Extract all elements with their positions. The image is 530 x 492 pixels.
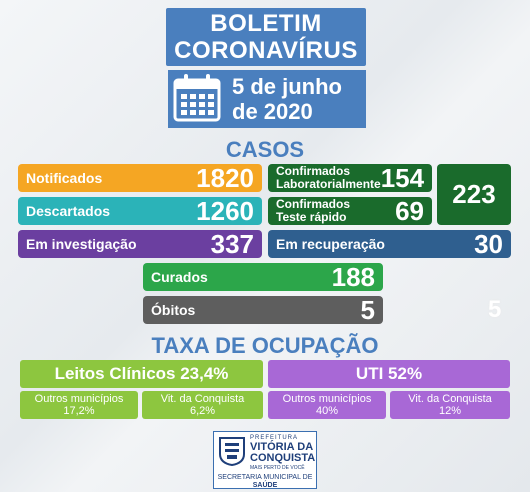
logo-city-line-1: VITÓRIA DA: [250, 441, 314, 453]
logo-slogan: MAIS PERTO DE VOCÊ: [250, 465, 305, 471]
investigacao-label: Em investigação: [26, 236, 137, 252]
leitos-vit-card: Vit. da Conquista 6,2%: [142, 391, 263, 419]
curados-value: 188: [331, 261, 375, 292]
obitos-label: Óbitos: [151, 302, 196, 318]
leitos-clinicos-card: Leitos Clínicos 23,4%: [20, 360, 263, 388]
logo-prefeitura: PREFEITURA: [250, 435, 299, 441]
confirmados-teste-card: Confirmados Teste rápido 69: [268, 195, 432, 226]
uti-outros-label: Outros municípios: [282, 393, 372, 405]
confirmados-lab-line-1: Confirmados: [276, 164, 351, 178]
logo-city-line-2: CONQUISTA: [250, 452, 316, 464]
confirmados-teste-line-2: Teste rápido: [276, 210, 347, 224]
logo-city: VITÓRIA DA CONQUISTA: [250, 442, 316, 464]
title-line-2: CORONAVÍRUS: [174, 37, 358, 64]
confirmados-teste-label: Confirmados Teste rápido: [276, 198, 350, 224]
confirmados-total-value: 223: [452, 179, 496, 209]
date-line-1: 5 de junho: [232, 74, 342, 99]
title-line-1: BOLETIM: [210, 10, 322, 37]
uti-outros-card: Outros municípios 40%: [268, 391, 386, 419]
confirmados-lab-card: Confirmados Laboratorialmente 154: [268, 162, 432, 193]
curados-label: Curados: [151, 269, 208, 285]
confirmados-lab-label: Confirmados Laboratorialmente: [276, 165, 381, 191]
leitos-outros-label: Outros municípios: [34, 393, 124, 405]
leitos-vit-value: 6,2%: [189, 405, 216, 417]
bulletin-date: 5 de junho de 2020: [232, 72, 362, 126]
prefeitura-logo: [213, 431, 317, 489]
date-line-2: de 2020: [232, 99, 313, 124]
uti-vit-value: 12%: [438, 405, 462, 417]
descartados-value: 1260: [196, 195, 254, 226]
uti-card: UTI 52%: [268, 360, 510, 388]
leitos-outros-card: Outros municípios 17,2%: [20, 391, 138, 419]
confirmados-teste-value: 69: [395, 195, 424, 226]
secretaria-line-2: SAÚDE: [252, 482, 278, 489]
recuperacao-card: Em recuperação 30: [268, 228, 511, 259]
confirmados-teste-line-1: Confirmados: [276, 197, 351, 211]
notificados-card: Notificados 1820: [18, 162, 262, 193]
secretaria-line-1: SECRETARIA MUNICIPAL DE: [217, 474, 313, 481]
investigacao-value: 337: [210, 228, 254, 259]
investigacao-card: Em investigação 337: [18, 228, 262, 259]
confirmados-total-card: 223: [437, 164, 511, 225]
confirmados-lab-value: 154: [380, 162, 425, 193]
ghost-obitos-value: 5: [488, 296, 502, 323]
notificados-label: Notificados: [26, 170, 103, 186]
recuperacao-label: Em recuperação: [276, 236, 385, 252]
confirmados-lab-line-2: Laboratorialmente: [276, 177, 381, 191]
bulletin-title: BOLETIM CORONAVÍRUS: [166, 8, 366, 66]
leitos-outros-value: 17,2%: [63, 405, 95, 417]
city-crest-icon: [218, 436, 246, 467]
casos-title: CASOS: [225, 137, 305, 162]
descartados-card: Descartados 1260: [18, 195, 262, 226]
descartados-label: Descartados: [26, 203, 111, 219]
leitos-vit-label: Vit. da Conquista: [160, 393, 245, 405]
uti-vit-label: Vit. da Conquista: [408, 393, 492, 405]
curados-card: Curados 188: [143, 261, 383, 292]
calendar-icon: [172, 72, 222, 124]
secretaria-label: SECRETARIA MUNICIPAL DE SAÚDE: [214, 474, 316, 490]
uti-vit-card: Vit. da Conquista 12%: [390, 391, 510, 419]
obitos-value: 5: [360, 294, 375, 325]
recuperacao-value: 30: [474, 228, 503, 259]
notificados-value: 1820: [196, 162, 254, 193]
obitos-card: Óbitos 5: [143, 294, 383, 325]
ocupacao-title: TAXA DE OCUPAÇÃO: [151, 333, 379, 358]
uti-outros-value: 40%: [315, 405, 339, 417]
